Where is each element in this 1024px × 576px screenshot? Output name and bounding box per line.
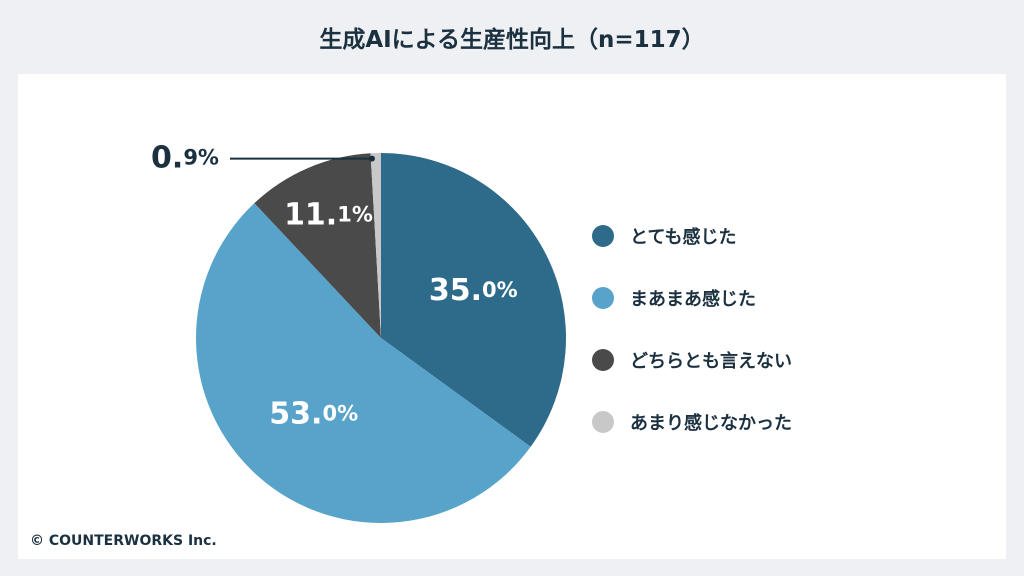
legend-swatch — [592, 287, 614, 309]
legend-item: まあまあ感じた — [592, 267, 792, 329]
legend-label: まあまあ感じた — [630, 289, 756, 310]
legend-item: あまり感じなかった — [592, 391, 792, 453]
legend-swatch — [592, 225, 614, 247]
legend-label: どちらとも言えない — [630, 351, 792, 372]
legend-swatch — [592, 411, 614, 433]
legend-label: あまり感じなかった — [630, 413, 792, 434]
legend-item: どちらとも言えない — [592, 329, 792, 391]
pie-slice — [254, 153, 381, 338]
slice-label: 53.0% — [269, 396, 358, 431]
legend-swatch — [592, 349, 614, 371]
slice-label: 11.1% — [284, 197, 373, 232]
pie-slice — [370, 153, 381, 338]
slice-label: 35.0% — [429, 272, 518, 307]
pie-slice — [381, 153, 567, 447]
legend-item: とても感じた — [592, 205, 792, 267]
copyright: © COUNTERWORKS Inc. — [30, 533, 217, 549]
legend: とても感じた まあまあ感じたどちらとも言えない あまり感じなかった — [592, 205, 792, 453]
pie-slice — [196, 203, 531, 523]
slice-label: 0.9% — [151, 140, 219, 175]
chart-title: 生成AIによる生産性向上（n=117） — [319, 27, 705, 53]
legend-label: とても感じた — [630, 227, 737, 248]
leader-dot — [368, 155, 375, 162]
